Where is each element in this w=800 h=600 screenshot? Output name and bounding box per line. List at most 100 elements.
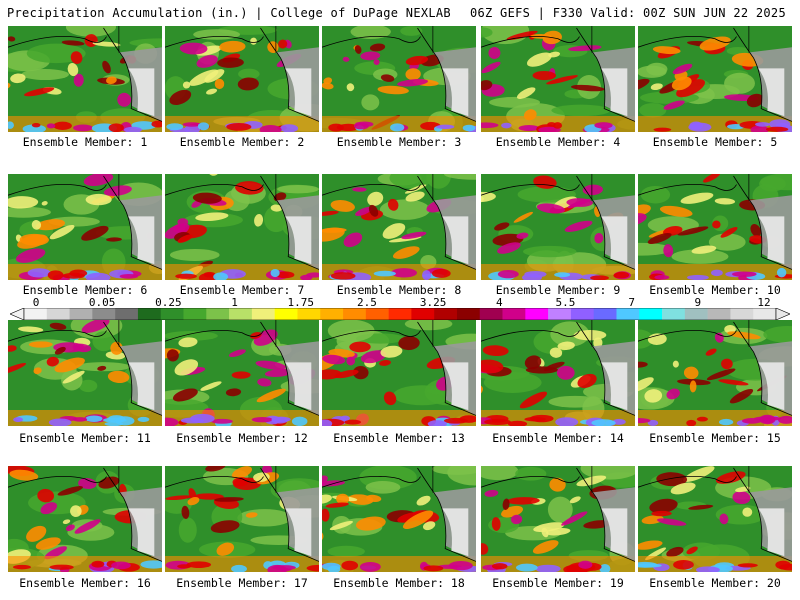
precip-band [250,332,262,339]
land-dry-light [442,68,469,117]
precip-band [347,494,374,505]
colorbar-segment [24,308,48,320]
precip-band [177,234,193,243]
precip-band [35,537,61,550]
precip-south-cell [755,122,770,127]
colorbar-tick-label: 5.5 [555,296,576,309]
colorbar-segment [320,308,344,320]
precip-band [638,361,648,368]
colorbar-segment [411,308,435,320]
precip-south-cell [213,272,229,280]
precip-band [650,83,663,91]
precip-band [656,518,687,526]
coastline-north [322,475,421,488]
precip-band [566,198,593,207]
coastline [417,467,476,562]
precip-band [325,502,349,508]
precip-south-cell [732,271,757,277]
precip-band [194,493,224,500]
precip-south-cell [85,272,111,280]
precip-light [237,509,292,527]
precip-band [405,68,421,81]
precip-light [548,395,602,408]
precip-light [361,94,380,111]
precip-band [652,46,681,55]
precip-band [237,77,259,91]
colorbar-tick-label: 12 [757,296,771,309]
colorbar-tick-label: 0.25 [155,296,182,309]
ensemble-member-label: Ensemble Member: 17 [176,576,308,590]
precip-south-cell [226,123,252,131]
precip-light [639,103,667,118]
precip-south-cell [462,124,476,132]
ensemble-member-label: Ensemble Member: 5 [652,135,778,149]
precip-band [401,231,427,240]
precip-band [360,51,381,61]
coastline [417,27,476,122]
precip-light [481,27,493,38]
precip-band [334,369,359,379]
coastline-north [481,183,580,196]
precip-band [98,476,120,489]
precip-south-cell [72,417,88,422]
precip-band [577,373,597,389]
precip-south-cell [524,416,546,422]
precip-south-cell [22,124,46,132]
precip-band [257,378,272,387]
precip-band [41,201,48,206]
precip-band [214,497,244,502]
precip-band [570,84,605,92]
precip-light [647,216,699,234]
colorbar-segment [684,308,708,320]
precip-band [672,360,679,368]
precip-band [273,192,287,202]
precip-band [195,212,229,222]
ensemble-member-label: Ensemble Member: 3 [336,135,462,149]
coastline-north [165,183,264,196]
precip-band [49,225,75,240]
precip-band [497,242,521,254]
precip-south-cell [696,416,708,422]
precip-band [97,365,107,371]
precip-south-cell [518,125,540,132]
coastline-north [481,475,580,488]
precip-band [173,223,186,233]
precip-south-cell [737,563,758,568]
land-dry-light [758,362,785,411]
precip-band [641,515,664,525]
precip-band [647,232,672,244]
colorbar-segment [479,308,503,320]
precip-band [656,472,688,487]
precip-south-cell [638,561,658,568]
precip-south-cell [13,417,23,423]
precip-band [31,220,42,230]
ensemble-member-map [322,466,476,572]
precip-south-cell [13,564,31,570]
precip-band [494,222,510,231]
precip-south-cell [46,123,56,129]
precip-south-cell [443,417,468,424]
precip-band [8,36,16,42]
precip-band [369,43,386,52]
precip-band [217,57,244,68]
ensemble-member-map [165,174,319,280]
precip-band [70,505,82,517]
colorbar-tick-label: 1.75 [287,296,314,309]
precip-band [110,341,123,355]
precip-band [724,324,736,334]
precip-south-cell [231,564,247,572]
colorbar-arrow-left [10,308,25,320]
ensemble-member-map [322,320,476,426]
precip-band [387,198,399,211]
precip-band [352,187,367,192]
precip-band [61,40,85,46]
precip-band [18,326,44,333]
precip-south-cell [535,564,561,572]
precip-band [405,55,429,66]
coastline-north [322,329,421,342]
precip-band [659,205,693,217]
precip-south-cell [448,560,473,571]
precip-south-cell [373,270,396,277]
precip-south-cell [341,560,359,571]
precip-band [649,498,678,514]
